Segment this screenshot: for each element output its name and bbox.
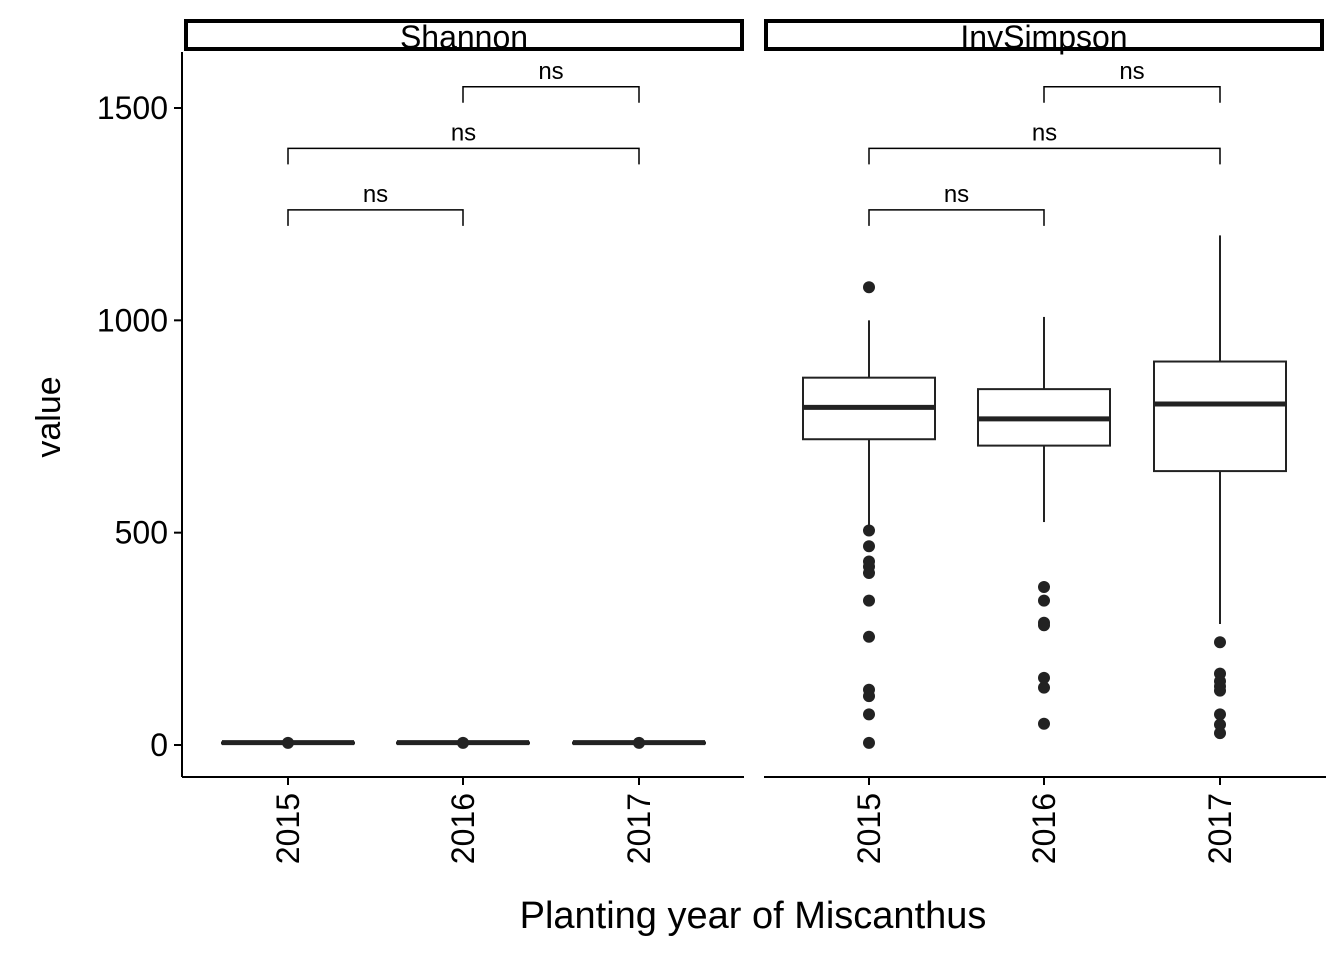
- facet-strip-label: InvSimpson: [960, 19, 1127, 55]
- x-tick-label: 2016: [1026, 793, 1062, 864]
- y-tick-label: 1500: [97, 90, 168, 126]
- box-2017: [1153, 235, 1287, 740]
- outlier-point: [1038, 594, 1050, 607]
- outlier-point: [863, 708, 875, 721]
- comparison-label: ns: [451, 119, 476, 146]
- comparison-bracket: [287, 147, 640, 165]
- outlier-point: [863, 736, 875, 749]
- x-axis-title: Planting year of Miscanthus: [520, 895, 987, 937]
- outlier-point: [1038, 619, 1050, 632]
- comparison-label: ns: [538, 58, 563, 85]
- outlier-point: [1214, 636, 1226, 649]
- comparison-bracket: [1043, 86, 1221, 103]
- box-2015: [802, 281, 936, 749]
- y-tick-label: 1000: [97, 302, 168, 338]
- outlier-point: [863, 594, 875, 607]
- comparison-label: ns: [1119, 58, 1144, 85]
- box-2016: [396, 736, 530, 749]
- facet-panel-invsimpson: InvSimpson 2015 2016 2017 ns ns ns: [764, 19, 1326, 864]
- x-tick-label: 2015: [851, 793, 887, 864]
- outlier-point: [1038, 671, 1050, 684]
- outlier-point: [863, 540, 875, 553]
- comparison-label: ns: [944, 181, 969, 208]
- y-tick-label: 500: [115, 515, 168, 551]
- y-axis-title: value: [30, 376, 68, 457]
- outlier-point: [1214, 727, 1226, 740]
- box-iqr: [1153, 360, 1287, 473]
- outlier-point: [1214, 684, 1226, 697]
- facet-strip: [184, 19, 744, 51]
- x-tick-label: 2016: [445, 793, 481, 864]
- box-2015: [221, 736, 355, 749]
- box-2016: [977, 316, 1111, 730]
- outlier-point: [863, 630, 875, 643]
- outlier-point: [457, 736, 469, 749]
- comparison-bracket: [868, 147, 1221, 165]
- facet-strip-label: Shannon: [400, 19, 528, 55]
- outlier-point: [863, 281, 875, 294]
- comparison-label: ns: [363, 181, 388, 208]
- x-tick-label: 2015: [270, 793, 306, 864]
- outlier-point: [1038, 717, 1050, 730]
- facet-panel-shannon: Shannon 0 500 1000 1500 2015 2016 2017 ns ns ns: [97, 19, 744, 864]
- outlier-point: [1214, 708, 1226, 721]
- outlier-point: [633, 736, 645, 749]
- outlier-point: [863, 690, 875, 703]
- outlier-point: [1038, 681, 1050, 694]
- x-tick-label: 2017: [1202, 793, 1238, 864]
- outlier-point: [1038, 581, 1050, 594]
- comparison-label: ns: [1032, 119, 1057, 146]
- comparison-bracket: [287, 209, 464, 226]
- outlier-point: [282, 736, 294, 749]
- outlier-point: [1214, 718, 1226, 731]
- comparison-bracket: [868, 209, 1045, 226]
- outlier-point: [863, 524, 875, 537]
- comparison-bracket: [462, 86, 640, 103]
- x-tick-label: 2017: [621, 793, 657, 864]
- box-2017: [572, 736, 706, 749]
- outlier-point: [863, 567, 875, 580]
- facet-strip: [764, 19, 1324, 51]
- y-tick-label: 0: [150, 727, 168, 763]
